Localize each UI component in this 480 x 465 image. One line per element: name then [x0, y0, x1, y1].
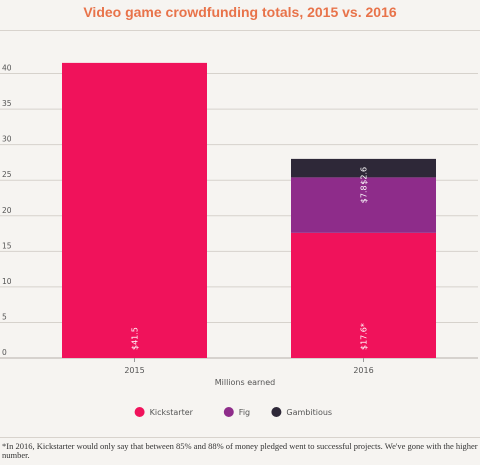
title-divider: [0, 30, 480, 31]
legend: Kickstarter Fig Gambitious: [134, 407, 332, 417]
bar-chart: 0 5 10 15 20 25 30 35 40 $41.5 $17.6* $7.8$2.6 201…: [0, 62, 478, 417]
legend-swatch-fig: [223, 407, 234, 417]
legend-label-kickstarter: Kickstarter: [150, 408, 194, 417]
bar-value-label: $7.8: [360, 185, 369, 203]
y-axis-ticks: 0 5 10 15 20 25 30 35 40: [2, 64, 12, 357]
legend-label-fig: Fig: [239, 408, 250, 417]
y-tick-label: 35: [2, 99, 12, 108]
legend-swatch-kickstarter: [134, 407, 145, 417]
y-tick-label: 0: [2, 348, 7, 357]
legend-swatch-gambitious: [271, 407, 282, 417]
bar-value-label: $41.5: [131, 327, 140, 350]
x-tick-label: 2016: [353, 366, 373, 375]
bar-kickstarter-2015: [62, 62, 207, 359]
y-tick-label: 15: [2, 241, 12, 250]
bar-value-label: $2.6: [360, 167, 369, 185]
x-axis-ticks: 2015 2016: [124, 358, 374, 375]
bar-fig-2016: [291, 177, 436, 233]
y-tick-label: 20: [2, 206, 12, 215]
footnote: *In 2016, Kickstarter would only say tha…: [2, 441, 478, 460]
y-tick-label: 10: [2, 277, 12, 286]
bars: [62, 62, 436, 359]
y-tick-label: 40: [2, 64, 12, 73]
footnote-divider: [0, 437, 480, 438]
y-tick-label: 30: [2, 135, 12, 144]
bar-kickstarter-2016: [291, 232, 436, 358]
chart-title: Video game crowdfunding totals, 2015 vs.…: [83, 4, 397, 20]
legend-label-gambitious: Gambitious: [286, 408, 332, 417]
x-axis-label: Millions earned: [215, 378, 276, 387]
bar-gambitious-2016: [291, 158, 436, 178]
y-tick-label: 25: [2, 170, 12, 179]
bar-labels: $41.5 $17.6* $7.8$2.6: [131, 167, 369, 350]
bar-value-label: $17.6*: [360, 323, 369, 350]
y-tick-label: 5: [2, 312, 7, 321]
x-tick-label: 2015: [124, 366, 144, 375]
